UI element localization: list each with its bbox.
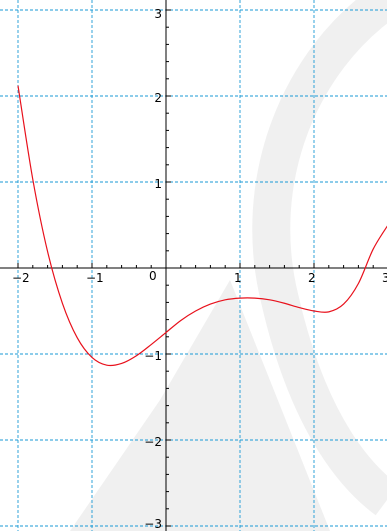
x-tick-label: 0 bbox=[149, 269, 157, 283]
y-tick-label: −3 bbox=[144, 517, 162, 531]
x-tick-label: 3 bbox=[382, 271, 387, 285]
watermark-letter-a bbox=[70, 280, 330, 531]
y-tick-label: 1 bbox=[154, 177, 162, 191]
x-tick-label: 1 bbox=[234, 271, 242, 285]
tick-labels: −2 −1 0 1 2 3 −3 −2 −1 1 2 3 bbox=[12, 7, 387, 531]
curve-layer bbox=[17, 85, 387, 367]
grid-horizontal bbox=[0, 9, 387, 527]
y-tick-label: −1 bbox=[144, 349, 162, 363]
tick-marks bbox=[17, 9, 374, 527]
watermark-letter-c bbox=[252, 0, 387, 516]
x-tick-label: −2 bbox=[12, 271, 30, 285]
series-line bbox=[17, 85, 387, 367]
x-tick-label: −1 bbox=[86, 271, 104, 285]
y-tick-label: 2 bbox=[154, 91, 162, 105]
watermark bbox=[70, 0, 387, 531]
x-tick-label: 2 bbox=[308, 271, 316, 285]
y-tick-label: −2 bbox=[144, 435, 162, 449]
y-tick-label: 3 bbox=[154, 7, 162, 21]
